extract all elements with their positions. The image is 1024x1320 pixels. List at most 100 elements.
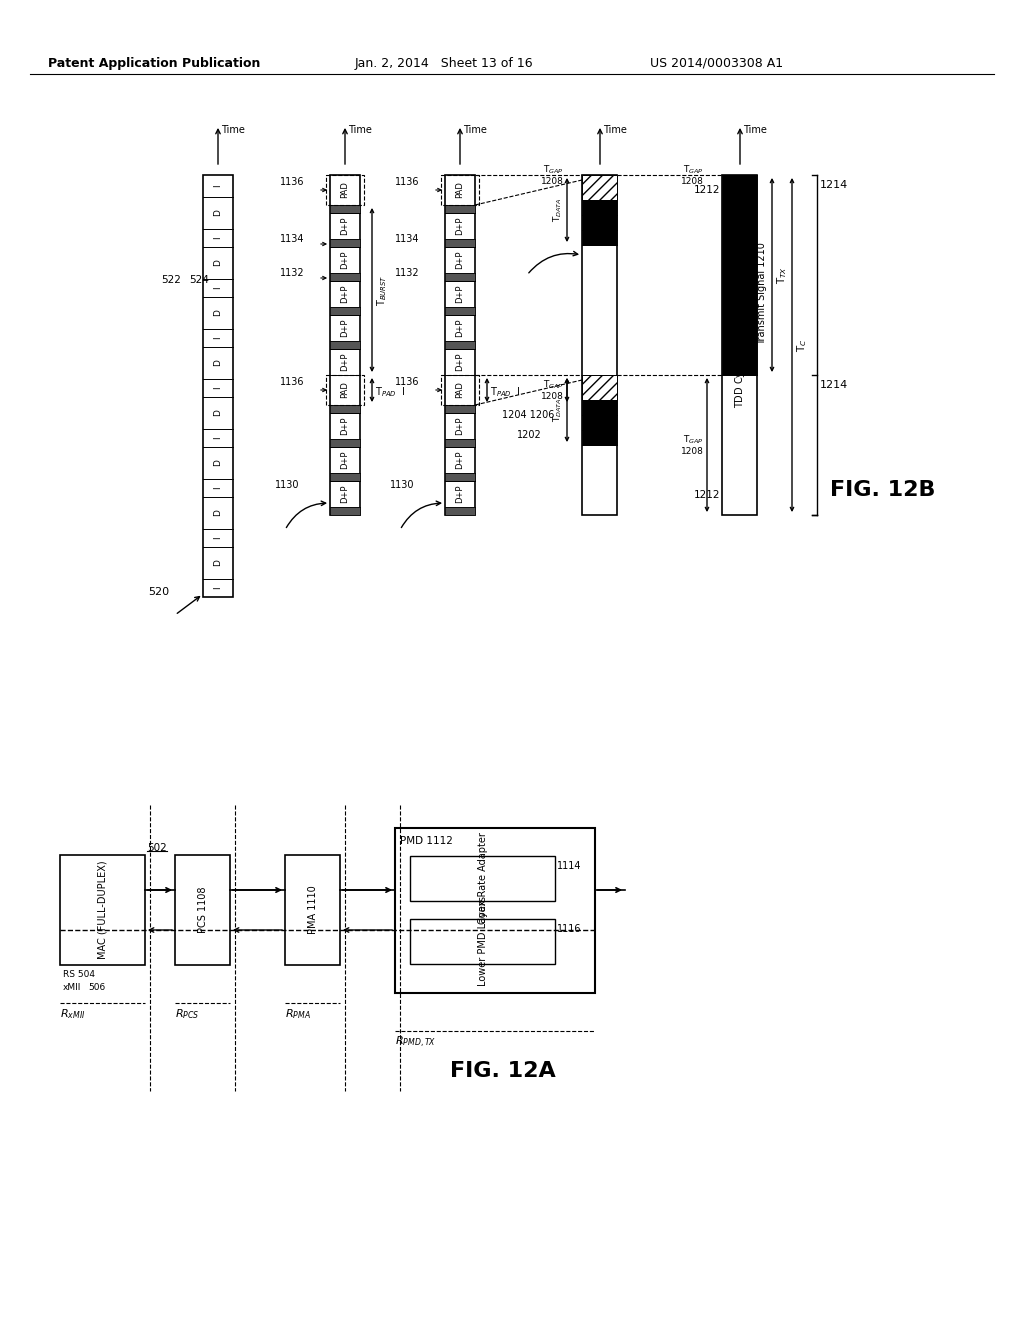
Text: D+P: D+P <box>456 216 465 235</box>
Bar <box>175 855 230 965</box>
Text: Time: Time <box>463 125 486 135</box>
Text: Time: Time <box>743 125 767 135</box>
Text: 1116: 1116 <box>557 924 582 935</box>
Bar <box>330 473 360 480</box>
Text: I: I <box>213 437 222 440</box>
Bar <box>330 239 360 247</box>
Text: Time: Time <box>221 125 245 135</box>
Text: 1212: 1212 <box>694 490 721 500</box>
Bar <box>582 375 617 400</box>
Text: D+P: D+P <box>456 285 465 304</box>
Text: FIG. 12B: FIG. 12B <box>830 480 936 500</box>
Text: 1134: 1134 <box>395 234 420 244</box>
Bar <box>722 176 757 375</box>
Text: TDD Cycle T$_C$: TDD Cycle T$_C$ <box>733 342 746 408</box>
Bar <box>582 230 617 246</box>
Text: 1136: 1136 <box>395 177 420 187</box>
Bar <box>285 855 340 965</box>
Text: Time: Time <box>603 125 627 135</box>
Text: T$_{GAP}$
1208: T$_{GAP}$ 1208 <box>541 379 564 401</box>
Text: D+P: D+P <box>456 318 465 337</box>
Bar <box>582 414 617 430</box>
Text: I: I <box>213 185 222 187</box>
Text: R$_{PMD,TX}$: R$_{PMD,TX}$ <box>395 1035 436 1051</box>
Text: FIG. 12A: FIG. 12A <box>450 1061 556 1081</box>
Bar <box>326 176 364 205</box>
Text: xMII: xMII <box>63 983 81 993</box>
Text: 520: 520 <box>148 587 169 597</box>
Text: D+P: D+P <box>341 285 349 304</box>
Text: D: D <box>213 510 222 516</box>
Bar <box>441 375 479 405</box>
Bar <box>410 919 555 964</box>
Bar <box>330 308 360 315</box>
Text: D+P: D+P <box>341 352 349 371</box>
Text: PAD: PAD <box>456 182 465 198</box>
Bar <box>582 176 617 201</box>
Text: D: D <box>213 459 222 466</box>
Text: Transmit Signal 1210: Transmit Signal 1210 <box>757 242 767 345</box>
Text: T$_{DATA}$: T$_{DATA}$ <box>552 397 564 422</box>
Text: PAD: PAD <box>341 182 349 198</box>
Bar <box>441 176 479 205</box>
Text: 506: 506 <box>88 983 105 993</box>
Bar <box>330 205 360 213</box>
Bar <box>582 430 617 445</box>
Bar <box>410 855 555 902</box>
Text: I: I <box>213 586 222 589</box>
Text: D+P: D+P <box>341 450 349 469</box>
Bar <box>722 176 757 515</box>
Text: D+P: D+P <box>456 417 465 436</box>
Bar <box>445 273 475 281</box>
Text: 524: 524 <box>189 275 209 285</box>
Text: 1132: 1132 <box>395 268 420 279</box>
Bar <box>582 176 617 515</box>
Text: D+P: D+P <box>341 417 349 436</box>
Bar <box>445 308 475 315</box>
Text: D+P: D+P <box>341 318 349 337</box>
Bar <box>582 215 617 230</box>
Bar <box>445 341 475 348</box>
Bar <box>445 239 475 247</box>
Bar <box>326 375 364 405</box>
Text: PMA 1110: PMA 1110 <box>307 886 317 935</box>
Text: T$_{BURST}$: T$_{BURST}$ <box>375 275 389 306</box>
Bar <box>60 855 145 965</box>
Text: 1214: 1214 <box>820 380 848 389</box>
Text: I: I <box>213 537 222 540</box>
Text: D+P: D+P <box>341 251 349 269</box>
Bar <box>445 507 475 515</box>
Text: 1212: 1212 <box>694 185 721 195</box>
Bar <box>330 507 360 515</box>
Bar <box>330 176 360 515</box>
Text: 1130: 1130 <box>275 480 299 490</box>
Text: D: D <box>213 359 222 367</box>
Text: PAD: PAD <box>341 381 349 399</box>
Text: T$_{GAP}$
1208: T$_{GAP}$ 1208 <box>681 164 705 186</box>
Text: T$_{DATA}$: T$_{DATA}$ <box>552 198 564 222</box>
Text: T$_{TX}$: T$_{TX}$ <box>775 267 788 284</box>
Text: PCS 1108: PCS 1108 <box>198 887 208 933</box>
Text: D: D <box>213 310 222 317</box>
Text: I: I <box>213 236 222 239</box>
Text: I: I <box>213 387 222 389</box>
Bar <box>330 440 360 447</box>
Text: PAD: PAD <box>456 381 465 399</box>
Bar <box>582 201 617 215</box>
Bar <box>445 440 475 447</box>
Text: T$_{GAP}$
1208: T$_{GAP}$ 1208 <box>681 433 705 457</box>
Text: D+P: D+P <box>456 251 465 269</box>
Text: US 2014/0003308 A1: US 2014/0003308 A1 <box>650 57 783 70</box>
Bar <box>330 273 360 281</box>
Text: MAC (FULL-DUPLEX): MAC (FULL-DUPLEX) <box>97 861 108 960</box>
Text: R$_{PCS}$: R$_{PCS}$ <box>175 1007 200 1020</box>
Text: T$_{PAD}$  I: T$_{PAD}$ I <box>490 385 520 399</box>
Text: T$_C$: T$_C$ <box>795 338 809 351</box>
Text: 502: 502 <box>147 843 167 853</box>
Bar <box>395 828 595 993</box>
Text: 1136: 1136 <box>280 378 304 387</box>
Text: D: D <box>213 560 222 566</box>
Text: RS 504: RS 504 <box>63 970 95 979</box>
Text: R$_{xMII}$: R$_{xMII}$ <box>60 1007 86 1020</box>
Text: I: I <box>213 286 222 289</box>
